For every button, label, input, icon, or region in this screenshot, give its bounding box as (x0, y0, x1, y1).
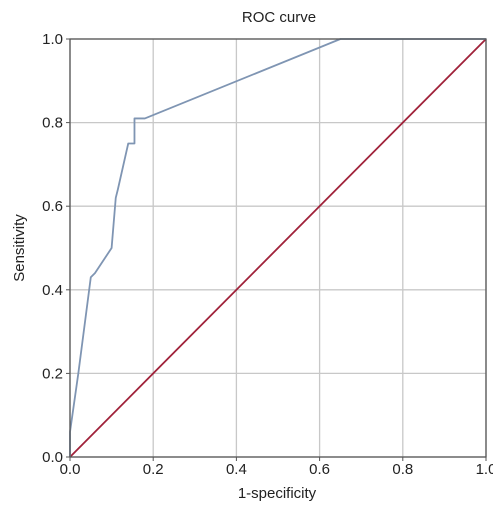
chart-title: ROC curve (242, 9, 316, 26)
x-tick-label: 0.2 (143, 461, 164, 478)
plot-frame (69, 38, 487, 458)
x-tick-label: 0.6 (309, 461, 330, 478)
y-axis-label: Sensitivity (11, 214, 28, 282)
y-tick-label: 0.0 (42, 449, 63, 466)
y-tick-label: 0.2 (42, 365, 63, 382)
y-tick-label: 0.4 (42, 282, 63, 299)
x-tick-label: 0.8 (392, 461, 413, 478)
x-tick-label: 1.0 (476, 461, 493, 478)
x-axis-label: 1-specificity (238, 485, 317, 502)
reference-line (69, 38, 487, 458)
x-tick-label: 0.0 (60, 461, 81, 478)
y-tick-label: 0.8 (42, 115, 63, 132)
y-axis-ticks: 0.0 0.2 0.4 0.6 0.8 1.0 (42, 31, 70, 466)
roc-curve-line (69, 38, 486, 457)
y-tick-label: 1.0 (42, 31, 63, 48)
y-tick-label: 0.6 (42, 198, 63, 215)
x-tick-label: 0.4 (226, 461, 247, 478)
plot-series (69, 38, 487, 458)
x-axis-ticks: 0.0 0.2 0.4 0.6 0.8 1.0 (60, 457, 493, 478)
